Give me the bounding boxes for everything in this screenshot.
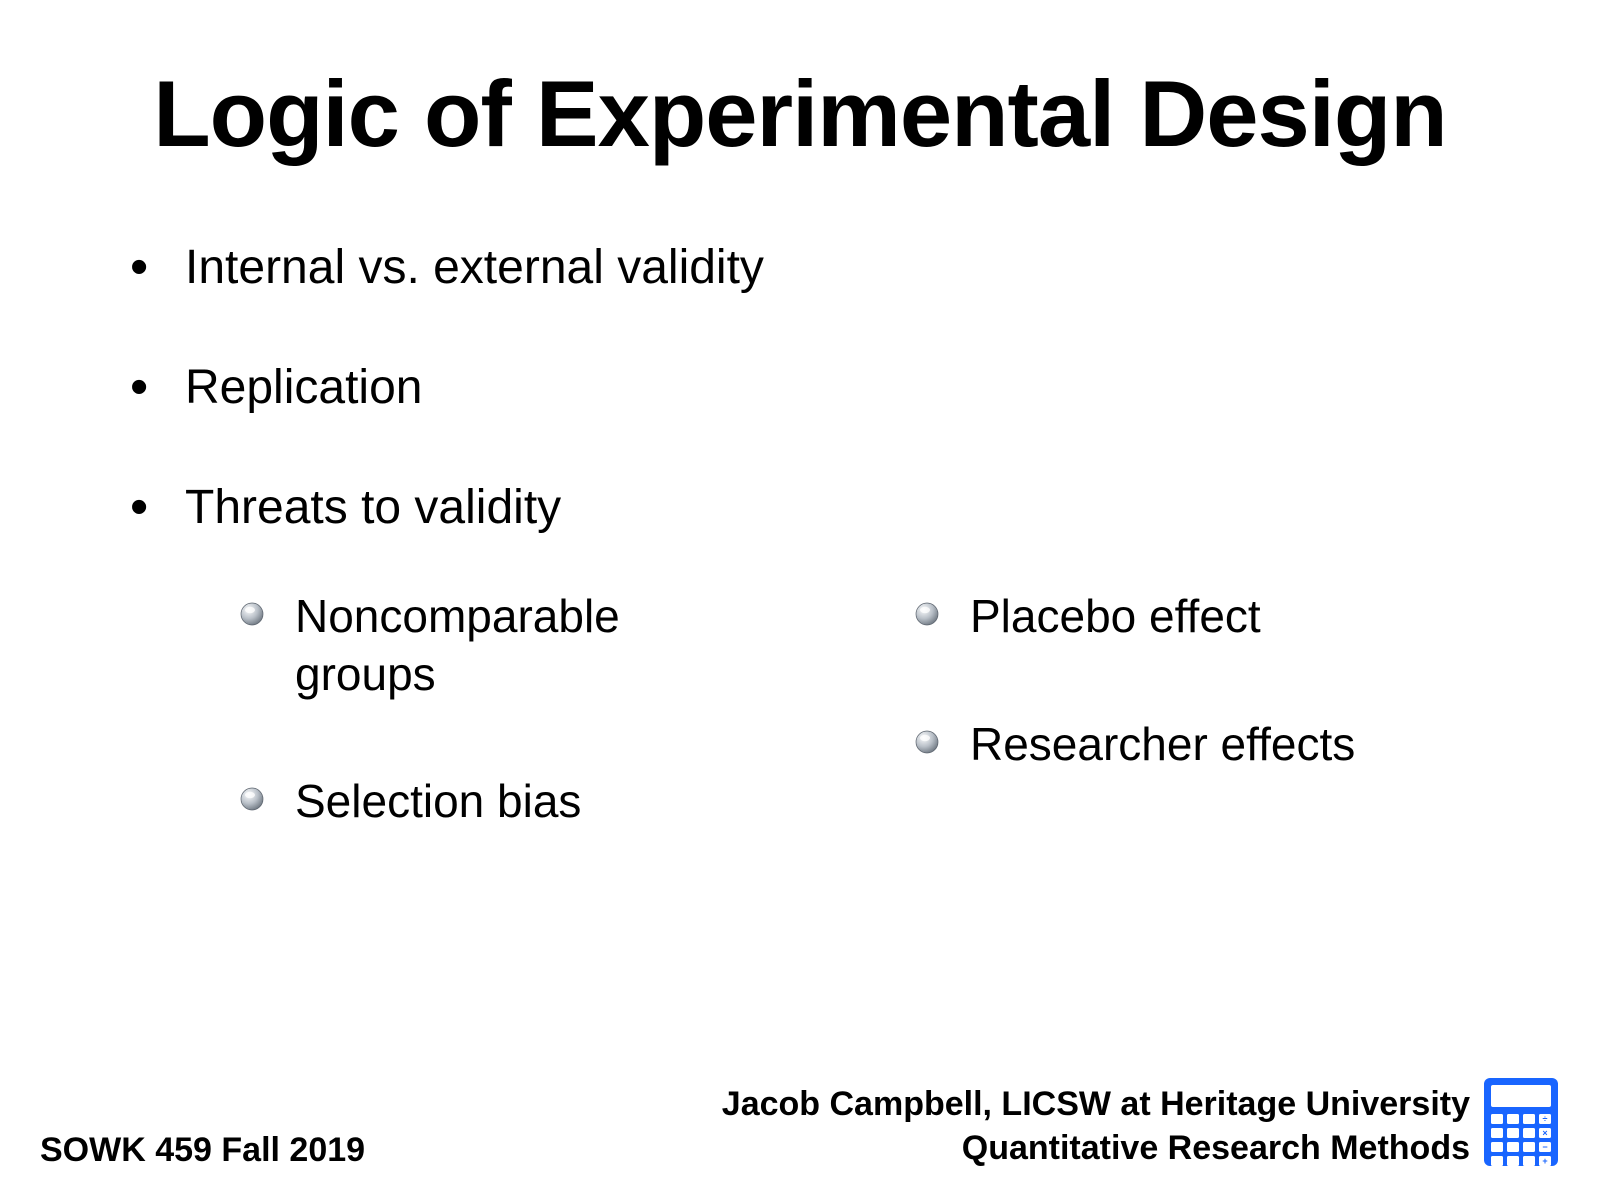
calculator-icon: ÷ × − +	[1482, 1076, 1560, 1168]
slide-title: Logic of Experimental Design	[90, 60, 1510, 168]
sub-bullet-item: Selection bias	[240, 773, 660, 831]
sub-bullet-label: Placebo effect	[970, 590, 1261, 642]
main-bullet-list: Internal vs. external validity Replicati…	[90, 238, 1510, 538]
sub-bullet-columns: Noncomparable groups Selection bias Plac…	[90, 588, 1510, 901]
orb-bullet-icon	[240, 602, 264, 626]
sub-bullet-item: Placebo effect	[915, 588, 1435, 646]
sub-bullet-item: Noncomparable groups	[240, 588, 660, 703]
orb-bullet-icon	[915, 602, 939, 626]
sub-bullet-label: Selection bias	[295, 775, 581, 827]
svg-text:+: +	[1542, 1156, 1547, 1166]
sub-bullet-label: Noncomparable groups	[295, 590, 620, 700]
orb-bullet-icon	[240, 787, 264, 811]
footer-left-text: SOWK 459 Fall 2019	[40, 1131, 365, 1170]
svg-text:÷: ÷	[1543, 1114, 1548, 1124]
footer-subtitle-line: Quantitative Research Methods	[722, 1126, 1470, 1170]
bullet-item: Internal vs. external validity	[130, 238, 1510, 298]
sub-bullet-label: Researcher effects	[970, 718, 1355, 770]
sub-bullet-item: Researcher effects	[915, 716, 1435, 774]
footer-author-line: Jacob Campbell, LICSW at Heritage Univer…	[722, 1082, 1470, 1126]
svg-text:×: ×	[1542, 1128, 1547, 1138]
slide: Logic of Experimental Design Internal vs…	[0, 0, 1600, 1200]
sub-column-right: Placebo effect Researcher effects	[915, 588, 1510, 901]
svg-text:−: −	[1542, 1142, 1547, 1152]
bullet-item: Threats to validity	[130, 478, 1510, 538]
footer-right-text: Jacob Campbell, LICSW at Heritage Univer…	[722, 1082, 1470, 1170]
sub-column-left: Noncomparable groups Selection bias	[240, 588, 835, 901]
slide-footer: SOWK 459 Fall 2019 Jacob Campbell, LICSW…	[0, 1076, 1600, 1170]
bullet-item: Replication	[130, 358, 1510, 418]
orb-bullet-icon	[915, 730, 939, 754]
footer-right-group: Jacob Campbell, LICSW at Heritage Univer…	[722, 1076, 1560, 1170]
